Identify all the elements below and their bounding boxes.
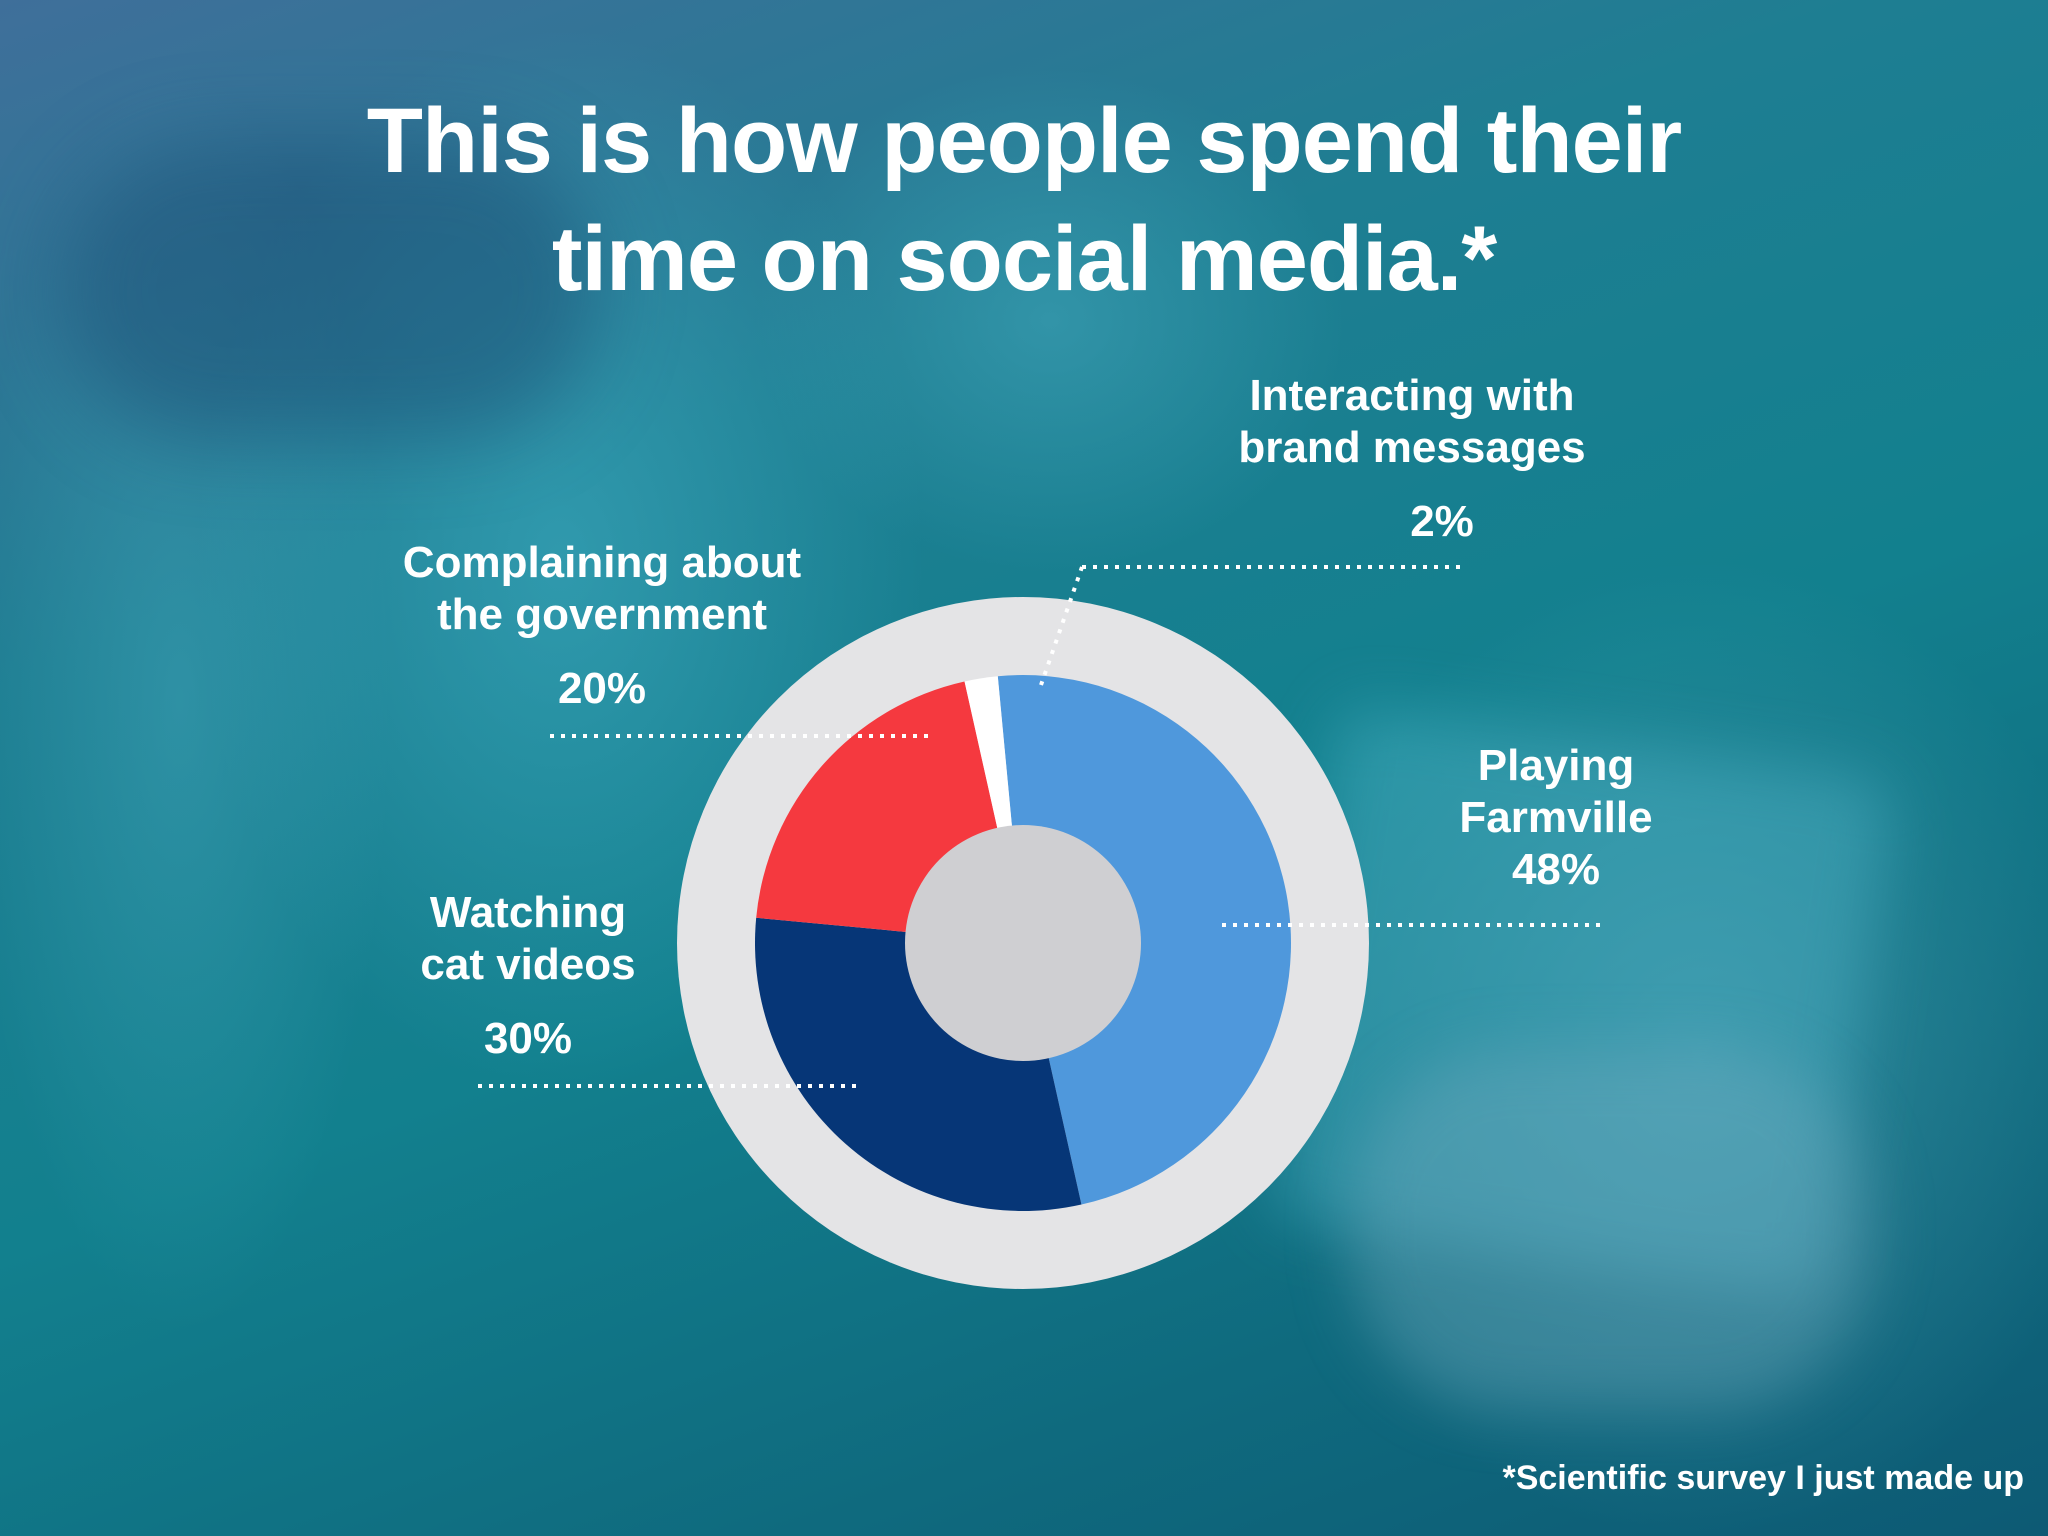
label-farmville-line1: Playing bbox=[1477, 741, 1635, 790]
label-farmville-value: 48% bbox=[1511, 845, 1601, 894]
label-farmville: Playing Farmville 48% bbox=[1406, 740, 1706, 896]
footnote: *Scientific survey I just made up bbox=[1502, 1459, 2024, 1497]
label-brand-line2: brand messages bbox=[1238, 423, 1586, 472]
label-cat-videos-line2: cat videos bbox=[420, 940, 636, 989]
slice-playing-farmville bbox=[997, 675, 1291, 1205]
background-blur-shape bbox=[60, 140, 600, 440]
label-brand-value: 2% bbox=[1410, 497, 1474, 546]
label-brand: Interacting with brand messages 2% bbox=[1172, 370, 1652, 548]
page-title: This is how people spend their time on s… bbox=[0, 82, 2048, 318]
label-government-value: 20% bbox=[557, 664, 647, 713]
chart-center-hole bbox=[905, 825, 1141, 1061]
label-farmville-line2: Farmville bbox=[1459, 793, 1653, 842]
label-brand-line1: Interacting with bbox=[1249, 371, 1575, 420]
label-cat-videos: Watching cat videos 30% bbox=[378, 887, 678, 1065]
label-cat-videos-value: 30% bbox=[483, 1014, 573, 1063]
label-government-line1: Complaining about bbox=[402, 538, 802, 587]
label-government: Complaining about the government 20% bbox=[352, 537, 852, 715]
label-cat-videos-line1: Watching bbox=[429, 888, 627, 937]
title-line-1: This is how people spend their bbox=[366, 90, 1682, 192]
label-government-line2: the government bbox=[436, 590, 768, 639]
title-line-2: time on social media.* bbox=[551, 208, 1497, 310]
background-hand-shape bbox=[1350, 1050, 1870, 1410]
